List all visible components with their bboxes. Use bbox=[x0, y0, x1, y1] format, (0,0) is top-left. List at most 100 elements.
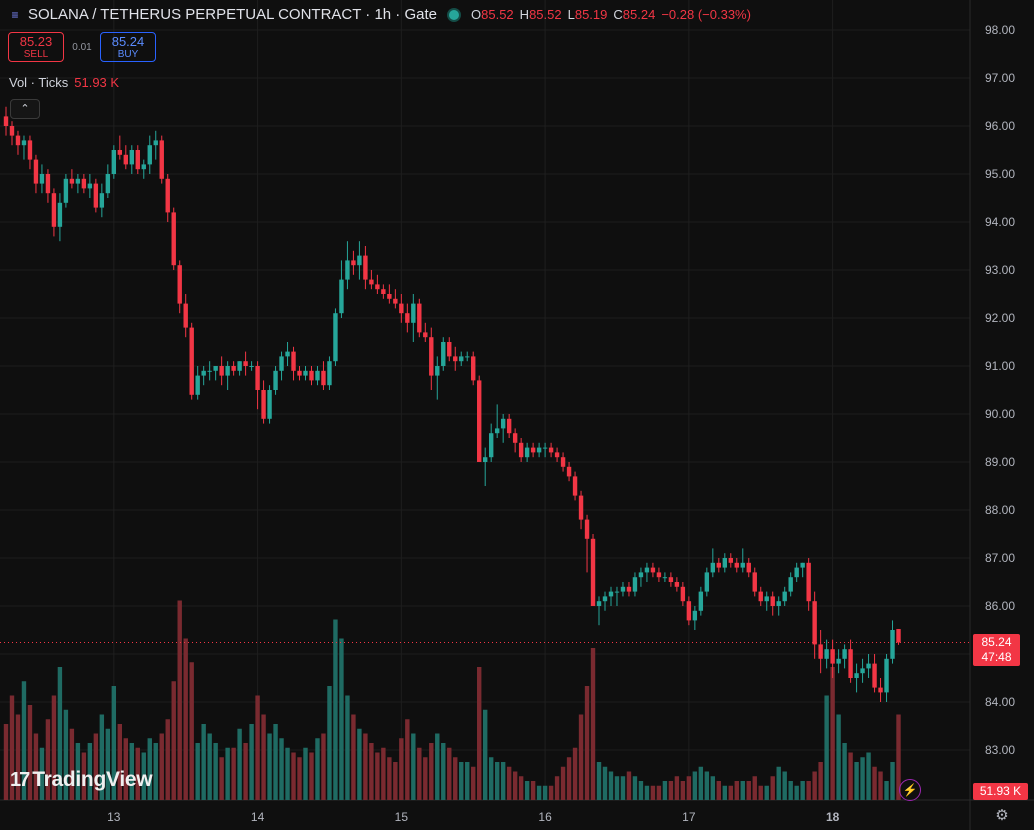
candle-body bbox=[435, 366, 440, 376]
volume-bar bbox=[21, 681, 27, 800]
candle-body bbox=[93, 183, 99, 208]
spread-value: 0.01 bbox=[72, 41, 92, 53]
gear-icon[interactable]: ⚙ bbox=[995, 807, 1009, 824]
volume-bar bbox=[225, 747, 230, 800]
volume-bar bbox=[471, 766, 476, 800]
buy-button[interactable]: 85.24 BUY bbox=[100, 32, 156, 62]
candle-body bbox=[111, 150, 117, 174]
volume-bar bbox=[333, 619, 338, 800]
logo-text: TradingView bbox=[32, 768, 153, 791]
candle-body bbox=[213, 366, 218, 371]
volume-bar bbox=[255, 695, 260, 800]
volume-bar bbox=[788, 781, 793, 800]
y-tick-label: 84.00 bbox=[985, 695, 1015, 709]
chevron-up-icon[interactable]: ⌃ bbox=[10, 99, 40, 119]
candle-body bbox=[237, 361, 242, 371]
candle-body bbox=[818, 644, 823, 659]
sell-button[interactable]: 85.23 SELL bbox=[8, 32, 64, 62]
volume-bar bbox=[261, 714, 266, 800]
market-open-dot bbox=[449, 9, 459, 20]
volume-bar bbox=[201, 724, 206, 800]
bar-countdown: 47:48 bbox=[981, 650, 1012, 664]
volume-bar bbox=[147, 738, 152, 800]
candle-body bbox=[39, 174, 45, 184]
volume-bar bbox=[447, 747, 452, 800]
volume-bar bbox=[51, 695, 57, 800]
volume-bar bbox=[423, 757, 428, 800]
candle-body bbox=[692, 610, 698, 621]
open-label: O bbox=[471, 7, 482, 22]
low-label: L bbox=[567, 7, 575, 22]
candle-body bbox=[812, 601, 817, 645]
volume-bar bbox=[632, 776, 638, 800]
candle-body bbox=[399, 303, 404, 314]
volume-bar bbox=[740, 781, 745, 800]
tradingview-logo[interactable]: 17 TradingView bbox=[10, 768, 153, 792]
candle-body bbox=[471, 356, 476, 381]
candle-body bbox=[285, 351, 290, 357]
candle-body bbox=[57, 202, 63, 227]
y-tick-label: 89.00 bbox=[985, 455, 1015, 469]
volume-bar bbox=[584, 686, 590, 800]
candle-body bbox=[560, 457, 566, 467]
volume-bar bbox=[153, 743, 158, 800]
volume-bar bbox=[674, 776, 680, 800]
candle-body bbox=[21, 140, 27, 146]
volume-bar bbox=[285, 747, 290, 800]
volume-bar bbox=[692, 771, 698, 800]
volume-bar bbox=[668, 781, 674, 800]
sell-label: SELL bbox=[23, 49, 49, 60]
candle-body bbox=[261, 390, 266, 419]
volume-bar bbox=[105, 728, 111, 800]
volume-bar bbox=[548, 785, 554, 800]
volume-bar bbox=[81, 752, 87, 800]
volume-bar bbox=[770, 776, 775, 800]
candle-body bbox=[740, 562, 745, 568]
volume-legend[interactable]: Vol · Ticks 51.93 K bbox=[9, 75, 119, 90]
candle-body bbox=[309, 370, 314, 381]
candle-body bbox=[9, 126, 15, 136]
y-tick-label: 94.00 bbox=[985, 215, 1015, 229]
candle-body bbox=[351, 260, 356, 266]
candle-body bbox=[81, 178, 87, 189]
lightning-icon[interactable]: ⚡ bbox=[899, 779, 921, 801]
candle-body bbox=[578, 495, 584, 520]
candle-body bbox=[459, 356, 464, 362]
candle-body bbox=[375, 284, 380, 290]
x-tick-label: 14 bbox=[251, 810, 265, 824]
candle-body bbox=[303, 370, 308, 376]
symbol-title[interactable]: SOLANA / TETHERUS PERPETUAL CONTRACT · 1… bbox=[28, 6, 437, 23]
ohlc-legend: O85.52 H85.52 L85.19 C85.24 −0.28 (−0.33… bbox=[471, 7, 751, 22]
volume-bar bbox=[39, 747, 45, 800]
volume-bar bbox=[896, 714, 901, 800]
volume-bar bbox=[279, 738, 284, 800]
volume-bar bbox=[752, 776, 757, 800]
volume-bar bbox=[3, 724, 9, 800]
volume-bar bbox=[734, 781, 739, 800]
candle-body bbox=[608, 591, 614, 597]
candle-body bbox=[363, 255, 368, 280]
candle-body bbox=[225, 366, 230, 376]
candle-body bbox=[638, 572, 644, 578]
candle-body bbox=[632, 577, 638, 592]
volume-bar bbox=[351, 714, 356, 800]
candle-body bbox=[339, 279, 344, 314]
volume-bar bbox=[297, 757, 302, 800]
list-icon[interactable]: ≡ bbox=[11, 7, 19, 22]
volume-bar bbox=[249, 724, 254, 800]
candle-body bbox=[267, 390, 272, 419]
candle-body bbox=[255, 366, 260, 390]
candle-body bbox=[279, 356, 284, 371]
candle-body bbox=[447, 342, 452, 357]
volume-bar bbox=[123, 738, 128, 800]
open-value: 85.52 bbox=[481, 7, 514, 22]
low-value: 85.19 bbox=[574, 7, 608, 22]
buy-label: BUY bbox=[117, 49, 139, 60]
volume-bar bbox=[141, 752, 146, 800]
candle-body bbox=[129, 150, 134, 165]
candle-body bbox=[668, 577, 674, 582]
candle-body bbox=[441, 342, 446, 366]
candle-body bbox=[45, 174, 51, 194]
candle-body bbox=[548, 447, 554, 453]
